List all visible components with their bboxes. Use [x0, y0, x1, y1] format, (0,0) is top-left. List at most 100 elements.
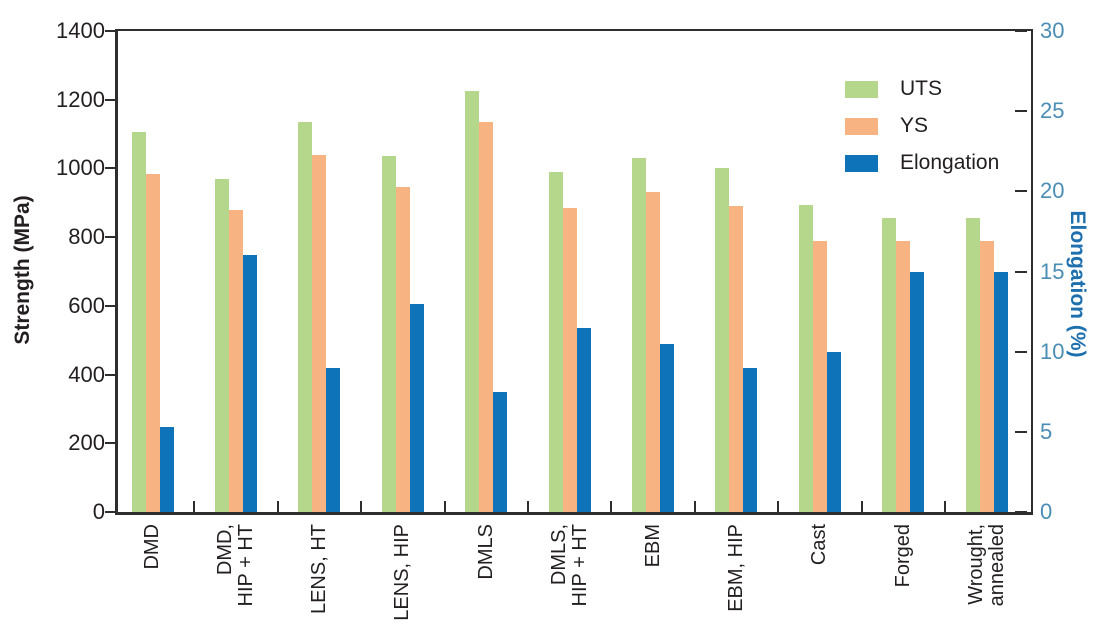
- y-tick-label-right-0: 0: [1040, 499, 1053, 524]
- x-tick-mark-10: [943, 501, 946, 512]
- y-tick-mark-left-1000: [105, 167, 115, 170]
- legend-label-elongation: Elongation: [900, 151, 1000, 174]
- bar-elongation-dmd-hip-ht: [243, 255, 257, 512]
- x-label-text-dmls: DMLS: [474, 524, 497, 580]
- y-tick-mark-right-15: [1015, 270, 1027, 273]
- x-label-text-lens-ht: LENS, HT: [307, 524, 330, 615]
- y-tick-label-left-800: 800: [68, 224, 105, 250]
- bar-elongation-dmls: [493, 391, 508, 512]
- legend-item-ys: YS: [845, 114, 999, 137]
- bar-elongation-ebm-hip: [743, 367, 758, 512]
- bar-ys-dmd-hip-ht: [229, 209, 243, 512]
- bar-elongation-lens-ht: [326, 367, 341, 512]
- y-tick-mark-left-0: [105, 511, 115, 513]
- y-tick-mark-right-25: [1015, 110, 1027, 113]
- y-tick-mark-left-400: [105, 373, 115, 376]
- x-label-text-lens-hip: LENS, HIP: [391, 524, 414, 621]
- bar-ys-dmls-hip-ht: [562, 207, 577, 512]
- x-tick-mark-5: [526, 501, 529, 512]
- y-tick-mark-left-1200: [105, 98, 115, 101]
- bar-ys-cast: [812, 240, 827, 512]
- x-label-text-dmd-hip-ht: DMD, HIP + HT: [214, 524, 257, 607]
- x-label-text-forged: Forged: [891, 524, 914, 588]
- y-tick-mark-right-5: [1015, 430, 1027, 433]
- legend-label-ys: YS: [900, 114, 929, 137]
- y-tick-label-right-15: 15: [1040, 258, 1065, 284]
- x-label-text-wrought-annealed: Wrought, annealed: [964, 524, 1008, 607]
- bar-ys-lens-hip: [395, 187, 410, 512]
- y-tick-mark-right-20: [1015, 190, 1027, 193]
- y-tick-mark-right-30: [1015, 30, 1027, 32]
- x-label-text-dmd: DMD: [141, 524, 164, 570]
- bar-elongation-dmd: [159, 427, 174, 512]
- bar-ys-lens-ht: [312, 154, 327, 512]
- bar-uts-forged: [882, 218, 897, 512]
- x-label-text-dmls-hip-ht: DMLS, HIP + HT: [547, 524, 591, 607]
- y-tick-label-right-10: 10: [1040, 338, 1065, 364]
- x-tick-mark-8: [777, 501, 780, 512]
- legend-item-elongation: Elongation: [845, 151, 1000, 174]
- x-tick-mark-3: [360, 501, 363, 512]
- bar-elongation-cast: [826, 351, 841, 512]
- y-tick-mark-left-200: [105, 442, 115, 445]
- legend-label-uts: UTS: [900, 77, 942, 100]
- bar-uts-dmd-hip-ht: [215, 178, 229, 512]
- legend: UTS YS Elongation: [845, 77, 1000, 191]
- y-tick-mark-right-10: [1015, 350, 1027, 353]
- bar-ys-ebm: [646, 192, 660, 512]
- bar-elongation-ebm: [660, 343, 674, 512]
- y-tick-label-right-25: 25: [1040, 98, 1065, 124]
- y-tick-label-left-1400: 1400: [56, 18, 105, 43]
- bar-uts-dmls-hip-ht: [548, 171, 563, 512]
- bar-elongation-dmls-hip-ht: [576, 327, 591, 512]
- bar-ys-wrought-annealed: [979, 240, 994, 512]
- bar-uts-wrought-annealed: [965, 218, 980, 512]
- y-tick-label-left-400: 400: [68, 361, 105, 387]
- x-tick-mark-9: [860, 501, 863, 512]
- legend-swatch-ys: [845, 117, 878, 135]
- legend-swatch-elongation: [845, 154, 878, 172]
- y-tick-label-left-200: 200: [68, 430, 105, 456]
- y-tick-mark-left-600: [105, 304, 115, 307]
- bar-ys-dmd: [145, 173, 160, 512]
- bar-uts-lens-hip: [381, 156, 396, 512]
- y-tick-label-right-30: 30: [1040, 18, 1065, 43]
- plot-frame: [115, 29, 1033, 515]
- x-tick-mark-6: [610, 501, 613, 512]
- bar-elongation-forged: [910, 271, 925, 512]
- x-label-dmd-hip-ht: DMD, HIP + HT: [214, 524, 320, 606]
- y-tick-label-right-5: 5: [1040, 418, 1053, 444]
- y-tick-label-right-20: 20: [1040, 178, 1065, 204]
- x-label-dmls-hip-ht: DMLS, HIP + HT: [548, 524, 654, 606]
- y-tick-mark-right-0: [1015, 511, 1027, 513]
- x-label-text-ebm: EBM: [641, 524, 664, 568]
- y-tick-label-left-1200: 1200: [56, 86, 105, 112]
- bar-uts-ebm-hip: [715, 168, 730, 512]
- bar-ys-ebm-hip: [729, 206, 744, 512]
- y-tick-label-left-0: 0: [92, 499, 105, 524]
- bar-uts-ebm: [632, 158, 646, 512]
- bar-elongation-wrought-annealed: [993, 271, 1008, 512]
- x-tick-mark-4: [443, 501, 446, 512]
- x-label-text-cast: Cast: [808, 524, 831, 566]
- y-tick-label-left-1000: 1000: [56, 155, 105, 181]
- x-label-text-ebm-hip: EBM, HIP: [724, 524, 747, 612]
- legend-item-uts: UTS: [845, 77, 999, 100]
- x-tick-mark-1: [193, 501, 196, 512]
- y-axis-title-strength: Strength (MPa): [11, 195, 34, 345]
- x-tick-mark-7: [693, 501, 696, 512]
- x-tick-mark-2: [276, 501, 279, 512]
- bar-ys-forged: [896, 240, 911, 512]
- bar-elongation-lens-hip: [409, 303, 424, 512]
- bar-uts-lens-ht: [298, 122, 313, 512]
- legend-swatch-uts: [845, 80, 878, 98]
- y-tick-mark-left-800: [105, 236, 115, 239]
- x-label-wrought-annealed: Wrought, annealed: [965, 524, 1071, 606]
- bar-ys-dmls: [479, 122, 494, 512]
- y-tick-mark-left-1400: [105, 30, 115, 32]
- bar-uts-dmd: [131, 132, 146, 512]
- bar-uts-cast: [798, 204, 813, 512]
- y-tick-label-left-600: 600: [68, 292, 105, 318]
- bar-uts-dmls: [465, 91, 480, 512]
